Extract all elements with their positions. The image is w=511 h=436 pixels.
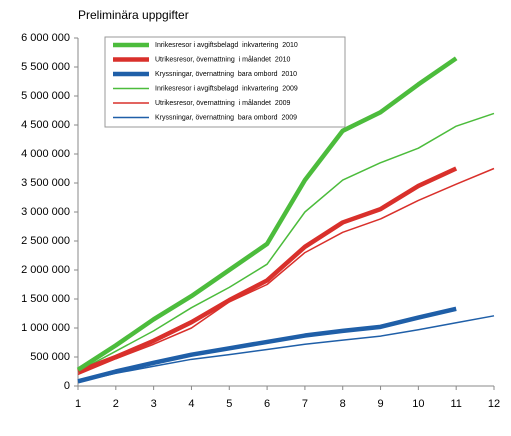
y-tick-label: 3 500 000 <box>21 177 70 189</box>
y-tick-label: 6 000 000 <box>21 32 70 44</box>
chart-title: Preliminära uppgifter <box>78 8 189 22</box>
y-tick-label: 0 <box>64 380 70 392</box>
y-tick-label: 2 500 000 <box>21 235 70 247</box>
legend-label: Utrikesresor, övernattning i målandet 20… <box>155 99 291 107</box>
legend-label: Inrikesresor i avgiftsbelagd inkvarterin… <box>155 42 298 49</box>
line-series <box>77 306 457 384</box>
legend-label: Utrikesresor, övernattning i målandet 20… <box>155 55 291 63</box>
x-tick-label: 1 <box>75 398 81 410</box>
y-tick-label: 500 000 <box>30 351 70 363</box>
y-tick-label: 3 000 000 <box>21 206 70 218</box>
legend-box <box>104 36 346 128</box>
x-tick-label: 7 <box>302 398 308 410</box>
line-series <box>76 56 458 372</box>
x-tick-label: 11 <box>450 398 461 410</box>
x-tick-label: 12 <box>488 398 500 410</box>
x-tick-label: 3 <box>151 398 157 410</box>
line-series <box>77 166 458 374</box>
x-tick-label: 10 <box>412 398 424 410</box>
x-tick-label: 2 <box>113 398 119 410</box>
y-tick-label: 4 500 000 <box>21 119 70 131</box>
y-tick-label: 2 000 000 <box>21 264 70 276</box>
x-tick-label: 9 <box>377 398 383 410</box>
legend-label: Inrikesresor i avgiftsbelagd inkvarterin… <box>155 85 298 92</box>
y-tick-label: 5 000 000 <box>21 90 70 102</box>
x-tick-label: 4 <box>188 398 194 410</box>
legend-label: Kryssningar, övernattning bara ombord 20… <box>155 114 297 121</box>
y-tick-label: 1 000 000 <box>21 322 70 334</box>
line-series <box>77 112 495 373</box>
line-series <box>77 315 495 383</box>
x-tick-label: 8 <box>340 398 346 410</box>
x-tick-label: 6 <box>264 398 270 410</box>
y-tick-label: 5 500 000 <box>21 61 70 73</box>
legend-label: Kryssningar, övernattning bara ombord 20… <box>155 71 297 78</box>
line-series <box>77 167 495 376</box>
x-tick-label: 5 <box>226 398 232 410</box>
y-tick-label: 1 500 000 <box>21 293 70 305</box>
y-tick-label: 4 000 000 <box>21 148 70 160</box>
